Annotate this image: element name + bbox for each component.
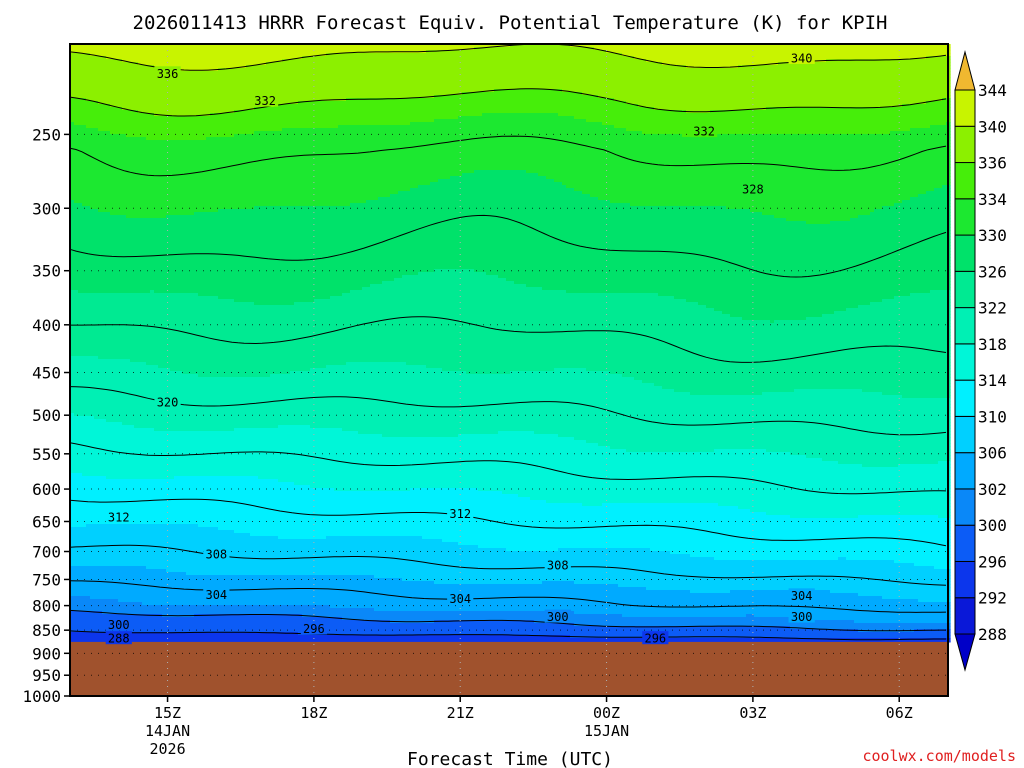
chart-title: 2026011413 HRRR Forecast Equiv. Potentia…	[133, 12, 888, 34]
